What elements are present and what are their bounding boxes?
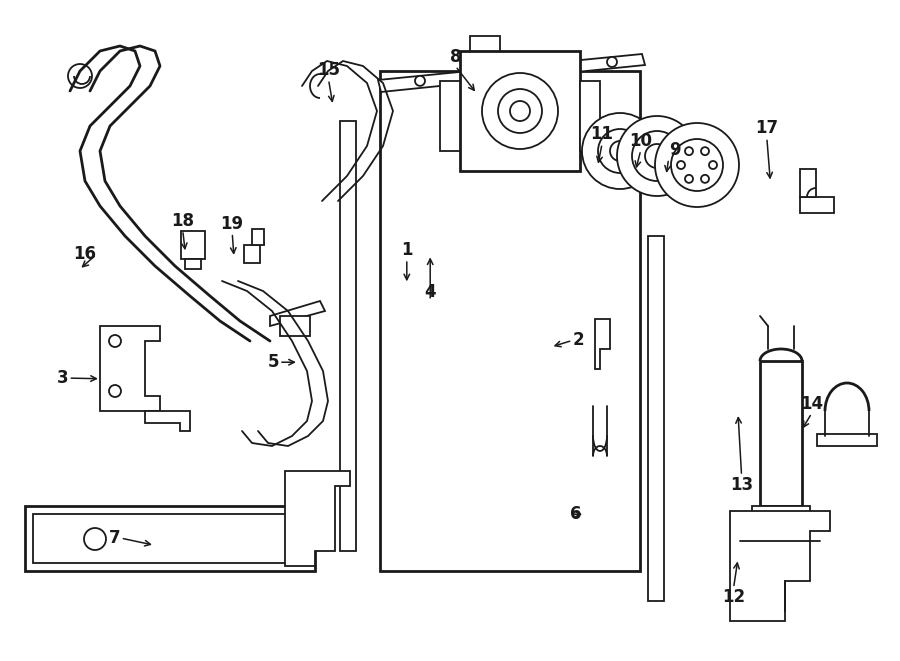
Bar xyxy=(752,506,810,526)
Circle shape xyxy=(510,101,530,121)
Bar xyxy=(33,514,307,563)
Polygon shape xyxy=(730,511,830,621)
Circle shape xyxy=(485,69,495,79)
Polygon shape xyxy=(470,36,500,51)
Text: 17: 17 xyxy=(755,120,778,137)
Circle shape xyxy=(68,64,92,88)
Circle shape xyxy=(482,73,558,149)
Circle shape xyxy=(701,147,709,155)
Bar xyxy=(800,197,834,213)
Text: 3: 3 xyxy=(57,369,68,387)
Circle shape xyxy=(617,116,697,196)
Circle shape xyxy=(655,123,739,207)
Bar xyxy=(460,51,580,171)
Text: 19: 19 xyxy=(220,215,244,233)
Text: 14: 14 xyxy=(800,395,824,413)
Bar xyxy=(252,229,264,245)
Circle shape xyxy=(671,139,723,191)
Circle shape xyxy=(109,335,121,347)
Text: 8: 8 xyxy=(450,48,461,66)
Text: 12: 12 xyxy=(722,588,745,606)
Polygon shape xyxy=(145,411,190,431)
Polygon shape xyxy=(285,471,350,566)
Bar xyxy=(800,169,816,197)
Text: 9: 9 xyxy=(669,141,680,159)
Text: 1: 1 xyxy=(401,241,412,259)
Text: 16: 16 xyxy=(73,245,96,264)
Circle shape xyxy=(685,147,693,155)
Circle shape xyxy=(685,175,693,183)
Circle shape xyxy=(701,175,709,183)
Bar xyxy=(244,245,260,263)
Text: 13: 13 xyxy=(730,476,753,494)
Bar xyxy=(817,434,877,446)
Circle shape xyxy=(109,385,121,397)
Text: 2: 2 xyxy=(572,331,584,350)
Circle shape xyxy=(645,144,669,168)
Polygon shape xyxy=(595,319,610,369)
Circle shape xyxy=(607,57,617,67)
Text: 11: 11 xyxy=(590,126,614,143)
Polygon shape xyxy=(440,81,460,151)
Polygon shape xyxy=(270,301,325,326)
Circle shape xyxy=(498,89,542,133)
Text: 15: 15 xyxy=(317,61,340,79)
Circle shape xyxy=(709,161,717,169)
Bar xyxy=(760,361,802,506)
Circle shape xyxy=(632,131,682,181)
Circle shape xyxy=(84,528,106,550)
Polygon shape xyxy=(340,121,356,551)
Circle shape xyxy=(415,76,425,86)
Circle shape xyxy=(598,129,642,173)
Text: 10: 10 xyxy=(629,132,652,150)
Polygon shape xyxy=(100,326,160,411)
Text: 4: 4 xyxy=(425,283,436,301)
Bar xyxy=(181,231,205,259)
Text: 18: 18 xyxy=(171,212,194,230)
Text: 5: 5 xyxy=(267,353,279,371)
Text: 6: 6 xyxy=(570,505,581,524)
Bar xyxy=(185,259,201,269)
Polygon shape xyxy=(280,316,310,336)
Polygon shape xyxy=(648,236,664,601)
Circle shape xyxy=(610,141,630,161)
Bar xyxy=(25,506,315,571)
Circle shape xyxy=(555,62,565,72)
Text: 7: 7 xyxy=(109,529,121,547)
Circle shape xyxy=(582,113,658,189)
Polygon shape xyxy=(580,81,600,151)
Bar xyxy=(380,71,640,571)
Polygon shape xyxy=(378,54,645,92)
Circle shape xyxy=(677,161,685,169)
